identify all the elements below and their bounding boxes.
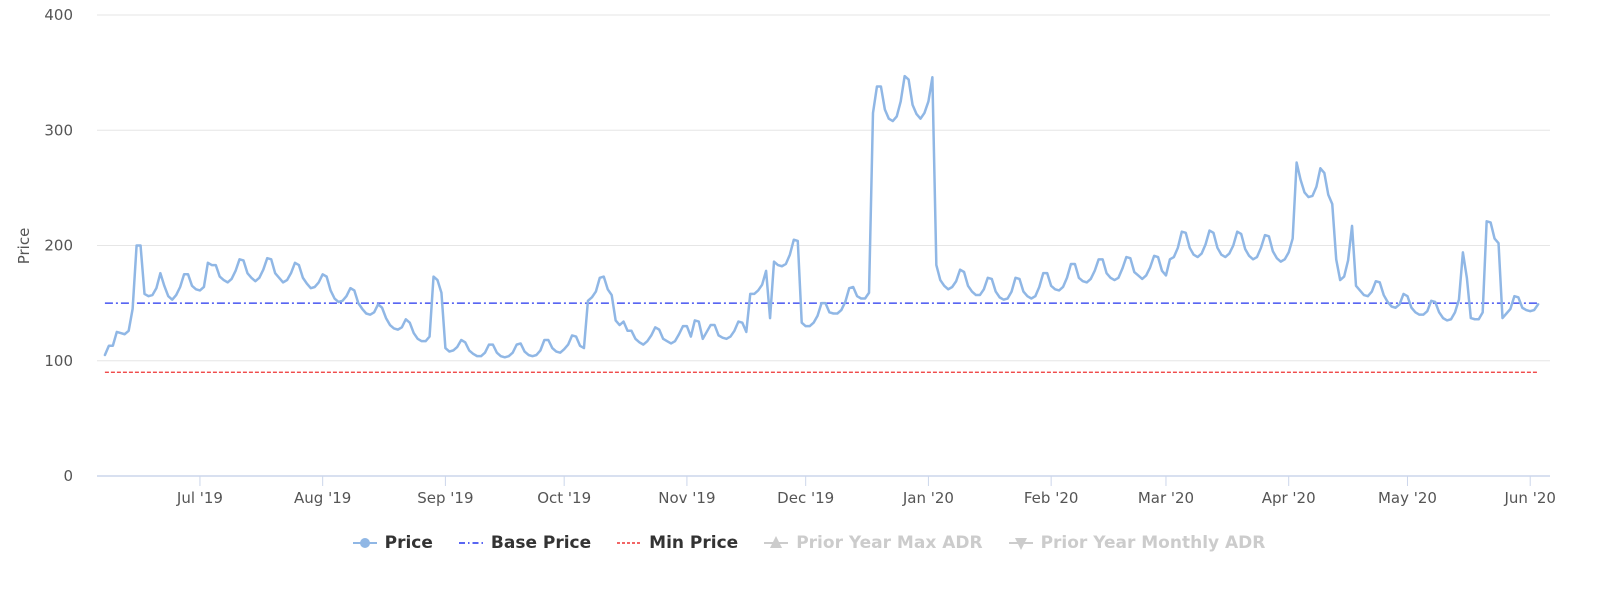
x-tick-label: Oct '19 [537, 489, 591, 507]
legend-item-price[interactable]: Price [352, 533, 433, 553]
x-tick-label: Jul '19 [176, 489, 223, 507]
triangle-up-icon [764, 536, 789, 548]
legend-dashdot-line-icon [458, 542, 483, 544]
grid-lines [97, 14, 1550, 362]
legend-label-base-price: Base Price [490, 533, 592, 553]
legend-price-line-icon [352, 538, 377, 548]
x-tick-label: Mar '20 [1138, 489, 1194, 507]
x-tick-label: Apr '20 [1262, 489, 1316, 507]
y-tick-label: 400 [44, 6, 73, 24]
triangle-down-icon [1008, 538, 1033, 550]
x-tick-label: Sep '19 [417, 489, 473, 507]
y-tick-label: 100 [44, 352, 73, 370]
legend-label-min-price: Min Price [649, 533, 739, 553]
x-tick-label: Aug '19 [294, 489, 351, 507]
y-tick-label: 200 [44, 237, 73, 255]
y-tick-label: 0 [63, 467, 73, 485]
legend-item-base-price[interactable]: Base Price [458, 533, 592, 553]
y-axis: 0 100 200 300 400 [44, 6, 73, 485]
legend-label-prior-year-monthly-adr: Prior Year Monthly ADR [1040, 533, 1266, 553]
legend-item-prior-year-max-adr[interactable]: Prior Year Max ADR [764, 533, 983, 553]
legend-label-price: Price [384, 533, 433, 553]
legend-item-prior-year-monthly-adr[interactable]: Prior Year Monthly ADR [1008, 533, 1266, 553]
legend-label-prior-year-max-adr: Prior Year Max ADR [796, 533, 983, 553]
x-tick-label: May '20 [1378, 489, 1437, 507]
price-series-line[interactable] [103, 74, 1540, 359]
legend-dash-line-icon [617, 542, 642, 544]
x-axis: Jul '19 Aug '19 Sep '19 Oct '19 Nov '19 Dec '… [97, 475, 1556, 507]
legend: Price Base Price Min Price Prior Year Ma… [0, 528, 1618, 558]
y-tick-label: 300 [44, 121, 73, 139]
legend-item-min-price[interactable]: Min Price [617, 533, 738, 553]
x-tick-label: Jun '20 [1503, 489, 1555, 507]
y-axis-title: Price [15, 228, 33, 265]
x-tick-label: Dec '19 [777, 489, 834, 507]
x-tick-label: Nov '19 [658, 489, 715, 507]
series-layer [103, 74, 1540, 373]
chart-plot-area: 0 100 200 300 400 Jul '19 Aug '19 Sep '19 Oct '… [15, 6, 1556, 507]
x-tick-label: Jan '20 [902, 489, 954, 507]
x-tick-label: Feb '20 [1024, 489, 1079, 507]
